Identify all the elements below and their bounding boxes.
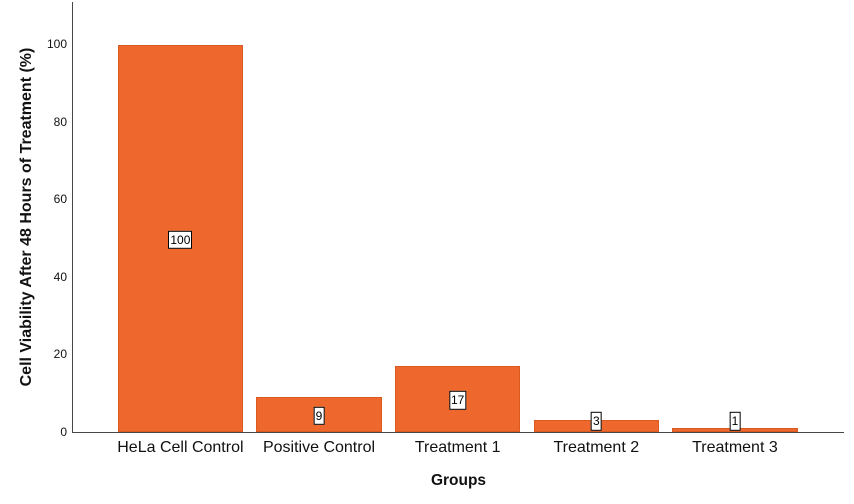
- x-axis-title: Groups: [430, 471, 487, 489]
- y-tick-label-80: 80: [53, 114, 67, 129]
- y-axis-title: Cell Viability After 48 Hours of Treatme…: [18, 47, 35, 386]
- y-tick-label-40: 40: [53, 269, 67, 284]
- bar-value-label: 9: [313, 406, 325, 426]
- y-tick-label-100: 100: [46, 37, 67, 52]
- bar-value-label: 3: [590, 412, 602, 431]
- bar-hela-cell-control: [117, 44, 244, 432]
- x-tick-label-treatment-2: Treatment 2: [553, 439, 640, 456]
- x-tick-label-positive-control: Positive Control: [262, 439, 376, 456]
- x-axis-line: [72, 431, 844, 433]
- x-tick-label-hela-cell-control: HeLa Cell Control: [117, 439, 244, 456]
- bar-value-label: 17: [448, 391, 467, 410]
- bar-value-label: 100: [168, 230, 193, 249]
- x-tick-label-treatment-3: Treatment 3: [692, 439, 778, 456]
- bar-value-label: 1: [729, 412, 741, 431]
- y-axis-line: [72, 2, 74, 433]
- x-tick-label-treatment-1: Treatment 1: [414, 439, 501, 456]
- y-tick-label-20: 20: [53, 347, 67, 362]
- y-tick-label-60: 60: [53, 192, 67, 207]
- y-tick-label-0: 0: [60, 424, 67, 439]
